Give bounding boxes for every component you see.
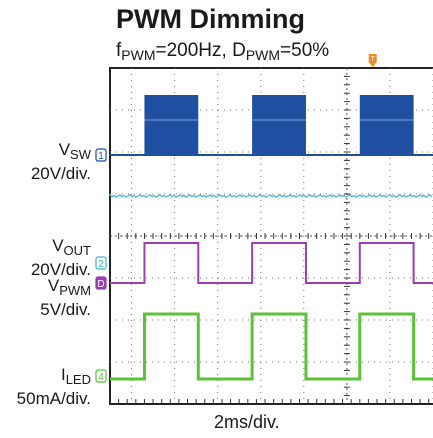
series-vsw-burst xyxy=(144,95,199,155)
series-vpwm-line xyxy=(110,242,433,284)
trigger-marker-label: T xyxy=(371,56,376,63)
channel-marker-label: 1 xyxy=(98,151,104,162)
channel-label-vsw: VSW 20V/div. xyxy=(30,140,91,183)
channel-marker-icon xyxy=(95,369,107,383)
series-vout-line xyxy=(109,193,433,198)
channel-label-iled: ILED 50mA/div. xyxy=(16,365,91,408)
channel-label-vpwm: VPWM 5V/div. xyxy=(40,276,91,319)
channel-marker-icon xyxy=(95,256,107,270)
channel-marker-label: 4 xyxy=(98,372,104,383)
chart-title: PWM Dimming xyxy=(116,4,305,34)
channel-marker-icon xyxy=(95,148,107,162)
series-vsw-burst xyxy=(359,95,414,155)
series-iled-line xyxy=(110,312,433,381)
channel-marker-label: 2 xyxy=(98,259,104,270)
channel-marker-label: D xyxy=(97,279,104,290)
series-vsw-burst xyxy=(252,95,306,155)
chart-subtitle: fPWM=200Hz, DPWM=50% xyxy=(116,40,330,63)
x-axis-label: 2ms/div. xyxy=(214,412,280,432)
channel-marker-icon xyxy=(95,276,107,290)
channel-label-vout: VOUT 20V/div. xyxy=(30,236,91,279)
trigger-marker-icon xyxy=(368,54,377,67)
